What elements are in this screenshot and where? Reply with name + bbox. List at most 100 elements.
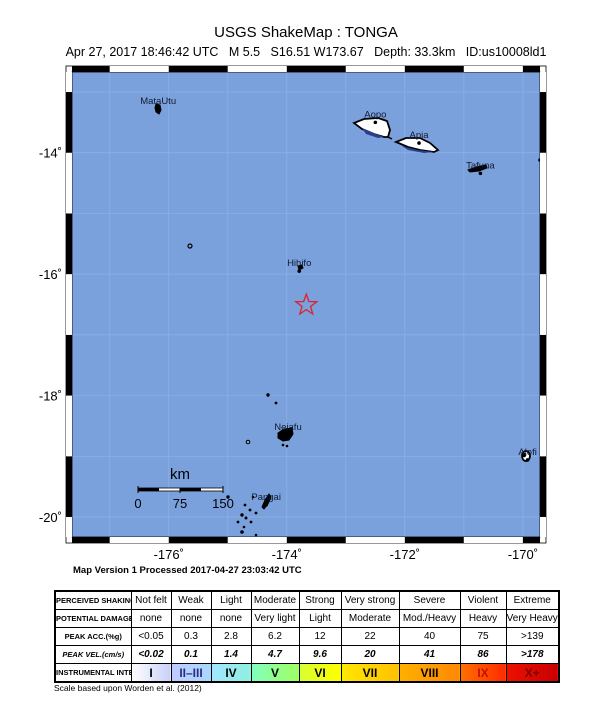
- islet: [274, 401, 278, 405]
- legend-row-header: POTENTIAL DAMAGE: [54, 609, 132, 628]
- legend-cell: Very light: [250, 609, 300, 628]
- y-tick-label: -20˚: [39, 510, 62, 525]
- legend-cell: Mod./Heavy: [398, 609, 461, 628]
- place-marker: [297, 269, 302, 273]
- legend-row-shaking: PERCEIVED SHAKING Not felt Weak Light Modera…: [54, 590, 560, 610]
- frame-segment: [540, 72, 546, 93]
- islet: [245, 439, 251, 445]
- frame-segment: [540, 334, 546, 396]
- frame-segment: [227, 537, 287, 543]
- scale-unit: km: [170, 466, 190, 483]
- legend-cell: 22: [340, 627, 400, 646]
- legend-cell: >178: [505, 645, 560, 664]
- frame-segment: [66, 213, 72, 275]
- legend-row-int: INSTRUMENTAL INTENSITYIII–IIIIVVVIVIIVII…: [54, 663, 560, 683]
- legend-cell: 6.2: [250, 627, 300, 646]
- legend-cell: Moderate: [340, 609, 400, 628]
- legend-cell: Very strong: [340, 590, 400, 610]
- frame-segment: [286, 66, 346, 72]
- legend-cell: >139: [505, 627, 560, 646]
- frame-segment: [522, 537, 540, 543]
- place-label: MataUtu: [140, 96, 176, 107]
- graticule: [72, 72, 540, 537]
- frame-segment: [66, 152, 72, 214]
- legend-cell: X+: [505, 663, 560, 683]
- legend-cell: <0.05: [130, 627, 172, 646]
- legend-cell: 41: [398, 645, 461, 664]
- frame-segment: [227, 66, 287, 72]
- legend-cell: none: [210, 609, 252, 628]
- place-marker: [373, 120, 378, 125]
- frame-segment: [345, 537, 405, 543]
- legend-row-header: INSTRUMENTAL INTENSITY: [54, 663, 132, 683]
- frame-segment: [168, 537, 228, 543]
- place-marker: [156, 107, 160, 111]
- scale-bar-segment: [180, 488, 201, 491]
- frame-segment: [540, 395, 546, 457]
- place-label: Neiafu: [274, 422, 301, 433]
- frame-segment: [66, 456, 72, 517]
- frame-segment: [66, 334, 72, 396]
- legend-cell: Light: [210, 590, 252, 610]
- island-haapai: [261, 493, 272, 510]
- legend-cell: 1.4: [210, 645, 252, 664]
- legend-cell: II–III: [170, 663, 212, 683]
- y-tick-label: -14˚: [39, 146, 62, 161]
- legend-cell: 2.8: [210, 627, 252, 646]
- map-version: Map Version 1 Processed 2017-04-27 23:03…: [73, 565, 302, 576]
- frame-segment: [463, 537, 523, 543]
- frame-segment: [540, 213, 546, 275]
- frame-segment: [404, 66, 464, 72]
- islet: [240, 530, 244, 534]
- island-shading: [362, 128, 384, 138]
- legend-cell: VIII: [398, 663, 461, 683]
- legend-row-header: PERCEIVED SHAKING: [54, 590, 132, 610]
- place-marker: [264, 503, 268, 507]
- frame-segment: [66, 274, 72, 335]
- frame-segment: [463, 66, 523, 72]
- place-label: Tafuna: [466, 160, 495, 171]
- frame-segment: [66, 72, 72, 93]
- legend-cell: V: [250, 663, 300, 683]
- legend-cell: IV: [210, 663, 252, 683]
- islet: [251, 495, 255, 499]
- legend-cell: <0.02: [130, 645, 172, 664]
- frame-segment: [540, 92, 546, 153]
- islet: [248, 508, 252, 512]
- legend-cell: none: [170, 609, 212, 628]
- legend-cell: 4.7: [250, 645, 300, 664]
- legend-cell: IX: [459, 663, 507, 683]
- legend-cell: 20: [340, 645, 400, 664]
- event-summary: Apr 27, 2017 18:46:42 UTC M 5.5 S16.51 W…: [65, 45, 547, 59]
- epicenter-marker: [293, 292, 319, 316]
- island-shading: [402, 146, 434, 153]
- scale-bar-segment: [138, 488, 159, 491]
- ocean: [72, 72, 540, 537]
- place-label: Pangai: [251, 492, 281, 503]
- legend-cell: Violent: [459, 590, 507, 610]
- place-marker: [478, 171, 483, 176]
- legend-cell: I: [130, 663, 172, 683]
- place-label: Aopo: [364, 109, 386, 120]
- frame-segment: [72, 537, 110, 543]
- legend-cell: 9.6: [298, 645, 342, 664]
- islet: [254, 533, 258, 537]
- place-labels: MataUtu Aopo Apia Tafuna Hihifo Neiafu Alofi Pa…: [140, 96, 537, 507]
- place-marker: [417, 141, 421, 145]
- legend-cell: 86: [459, 645, 507, 664]
- islet: [281, 443, 285, 447]
- place-label: Hihifo: [287, 258, 311, 269]
- islet: [243, 503, 247, 507]
- frame-segment: [345, 66, 405, 72]
- frame-segment: [66, 516, 72, 537]
- star-icon: [293, 292, 319, 316]
- x-tick-label: -176˚: [154, 547, 184, 560]
- frame-segment: [540, 274, 546, 335]
- frame-segment: [540, 152, 546, 214]
- islet: [266, 393, 270, 397]
- legend-cell: 75: [459, 627, 507, 646]
- legend-cell: Very Heavy: [505, 609, 560, 628]
- legend-row-header: PEAK VEL.(cm/s): [54, 645, 132, 664]
- shakemap: MataUtu Aopo Apia Tafuna Hihifo Neiafu Alofi Pa…: [39, 65, 547, 560]
- frame-segment: [540, 456, 546, 517]
